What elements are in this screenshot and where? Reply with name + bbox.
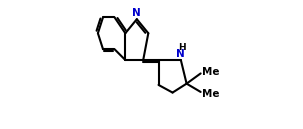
Text: N: N xyxy=(176,49,185,59)
Text: N: N xyxy=(132,8,141,18)
Text: Me: Me xyxy=(202,89,219,99)
Text: H: H xyxy=(178,43,186,52)
Text: Me: Me xyxy=(202,67,219,76)
